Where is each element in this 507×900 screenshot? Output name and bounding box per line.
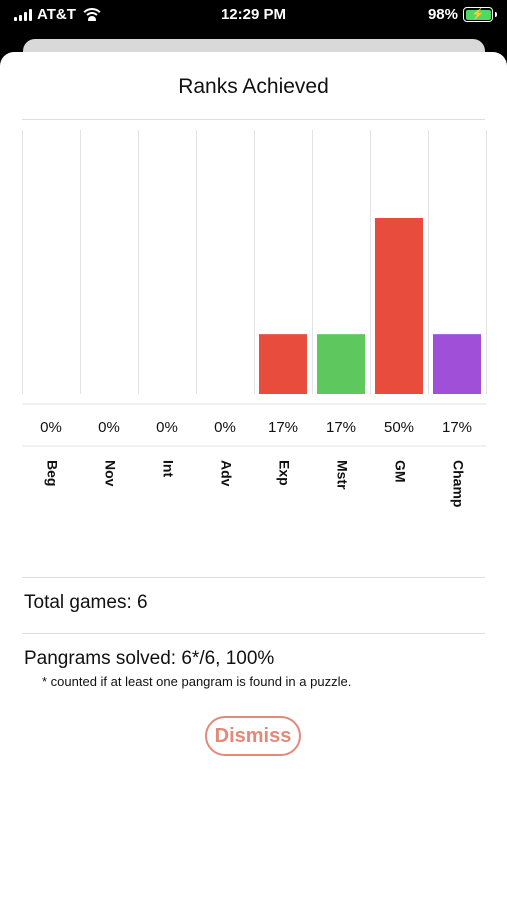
divider xyxy=(22,577,485,578)
status-left: AT&T xyxy=(14,6,101,23)
value-label: 17% xyxy=(326,419,356,436)
status-bar: AT&T 12:29 PM 98% ⚡ xyxy=(0,0,507,34)
category-label: GM xyxy=(392,460,408,483)
value-label: 50% xyxy=(384,419,414,436)
value-label: 17% xyxy=(268,419,298,436)
status-right: 98% ⚡ xyxy=(427,6,497,23)
divider xyxy=(22,119,485,120)
charging-bolt-icon: ⚡ xyxy=(471,8,485,20)
divider xyxy=(22,633,485,634)
category-label: Nov xyxy=(102,460,118,487)
total-games: Total games: 6 xyxy=(24,592,148,613)
category-label: Int xyxy=(160,460,176,477)
wifi-icon xyxy=(82,8,101,21)
bar-exp xyxy=(259,334,307,394)
bar-mstr xyxy=(317,334,365,394)
pangram-footnote: * counted if at least one pangram is fou… xyxy=(42,674,352,689)
bar-champ xyxy=(433,334,481,394)
category-label: Exp xyxy=(276,460,292,486)
value-label: 17% xyxy=(442,419,472,436)
carrier-label: AT&T xyxy=(37,6,76,23)
battery-icon: ⚡ xyxy=(463,7,497,22)
dismiss-button[interactable]: Dismiss xyxy=(205,716,301,756)
bar-gm xyxy=(375,218,423,394)
value-label: 0% xyxy=(98,419,120,436)
value-label: 0% xyxy=(156,419,178,436)
category-label: Mstr xyxy=(334,460,350,490)
category-label: Beg xyxy=(44,460,60,486)
value-label: 0% xyxy=(40,419,62,436)
category-label: Adv xyxy=(218,460,234,487)
battery-percent: 98% xyxy=(427,6,458,23)
pangrams-solved: Pangrams solved: 6*/6, 100% xyxy=(24,648,275,669)
ranks-chart: 0% 0% 0% 0% 17% 17% 50% 17% Beg Nov Int Adv Exp Mstr… xyxy=(22,130,487,507)
category-label: Champ xyxy=(450,460,466,507)
sheet-title: Ranks Achieved xyxy=(178,75,329,98)
stats-sheet: Ranks Achieved 0% 0% 0% 0% 17% 17% 50% 17% Beg N… xyxy=(0,52,507,900)
value-label: 0% xyxy=(214,419,236,436)
signal-icon xyxy=(14,8,32,21)
clock-label: 12:29 PM xyxy=(220,6,287,23)
